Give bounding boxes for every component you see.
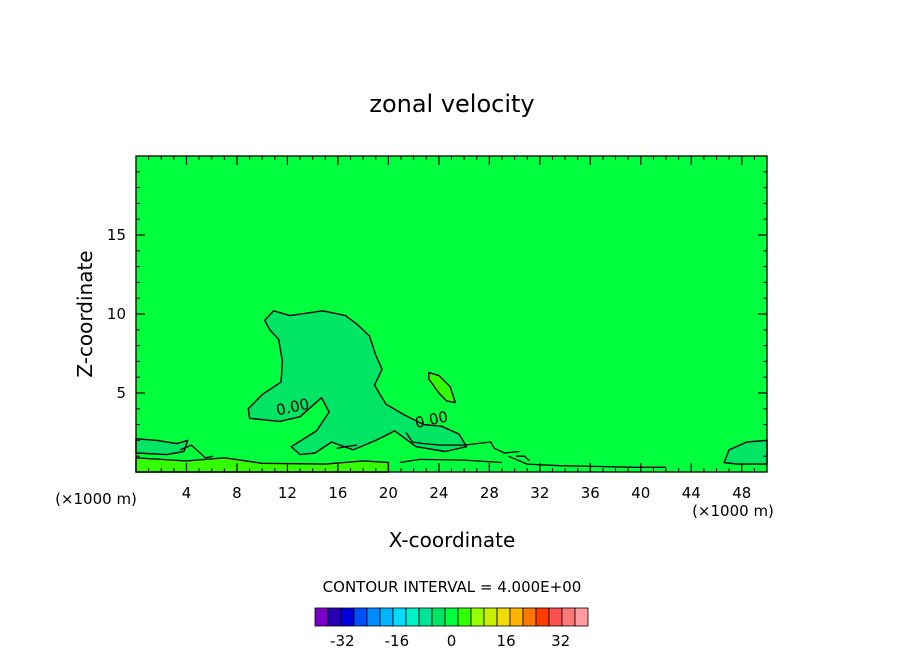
colorbar-tick-label: 16 [497,632,516,650]
colorbar-tick-label: 32 [551,632,570,650]
colorbar-swatch [470,607,485,627]
x-tick-label: 12 [278,484,297,502]
x-tick-label: 8 [232,484,242,502]
colorbar-swatch [444,607,459,627]
colorbar-swatch [379,607,394,627]
contour-region-westerly-patch [428,371,456,404]
x-axis-unit-left: (×1000 m) [55,490,137,508]
colorbar-swatch [366,607,381,627]
x-tick-label: 48 [732,484,751,502]
colorbar-swatch [535,607,550,627]
colorbar-swatch [418,607,433,627]
chart-title: zonal velocity [369,90,534,118]
contour-region-surface-band [135,438,189,456]
x-tick-label: 32 [530,484,549,502]
contour-line [336,444,357,449]
colorbar-swatch [340,607,355,627]
contour-interval-text: CONTOUR INTERVAL = 4.000E+00 [323,578,582,596]
colorbar-swatch [392,607,407,627]
colorbar: -32 -16 0 16 32 [314,607,589,650]
colorbar-swatch [483,607,498,627]
x-tick-label: 4 [182,484,192,502]
colorbar-swatch [561,607,576,627]
colorbar-swatch [431,607,446,627]
contour-line [515,455,531,462]
colorbar-swatch [509,607,524,627]
y-tick-label: 15 [107,226,126,244]
field-background [136,156,767,472]
colorbar-swatch [327,607,342,627]
colorbar-tick-label: 0 [447,632,457,650]
colorbar-tick-label: -32 [330,632,355,650]
x-tick-label: 24 [429,484,448,502]
x-axis-unit-right: (×1000 m) [692,502,774,520]
x-tick-label: 40 [631,484,650,502]
contour-line [399,458,503,464]
colorbar-tick-label: -16 [385,632,410,650]
y-tick-label: 10 [107,305,126,323]
colorbar-swatch [574,607,589,627]
x-tick-label: 20 [379,484,398,502]
colorbar-swatch [522,607,537,627]
y-tick-label: 5 [116,384,126,402]
contour-line [405,432,520,454]
x-axis-label: X-coordinate [389,528,516,552]
contour-region-weak-easterly-core [247,310,468,456]
colorbar-swatch [457,607,472,627]
plot-area: 0.000.00 [135,156,768,473]
colorbar-swatch [405,607,420,627]
x-tick-label: 16 [328,484,347,502]
x-tick-label: 28 [480,484,499,502]
colorbar-swatch [496,607,511,627]
colorbar-swatch [548,607,563,627]
x-tick-label: 44 [682,484,701,502]
contour-line [508,455,666,468]
x-tick-label: 36 [581,484,600,502]
contour-line [179,444,214,459]
colorbar-swatch [314,607,329,627]
colorbar-swatch [353,607,368,627]
y-axis-label: Z-coordinate [73,250,97,377]
